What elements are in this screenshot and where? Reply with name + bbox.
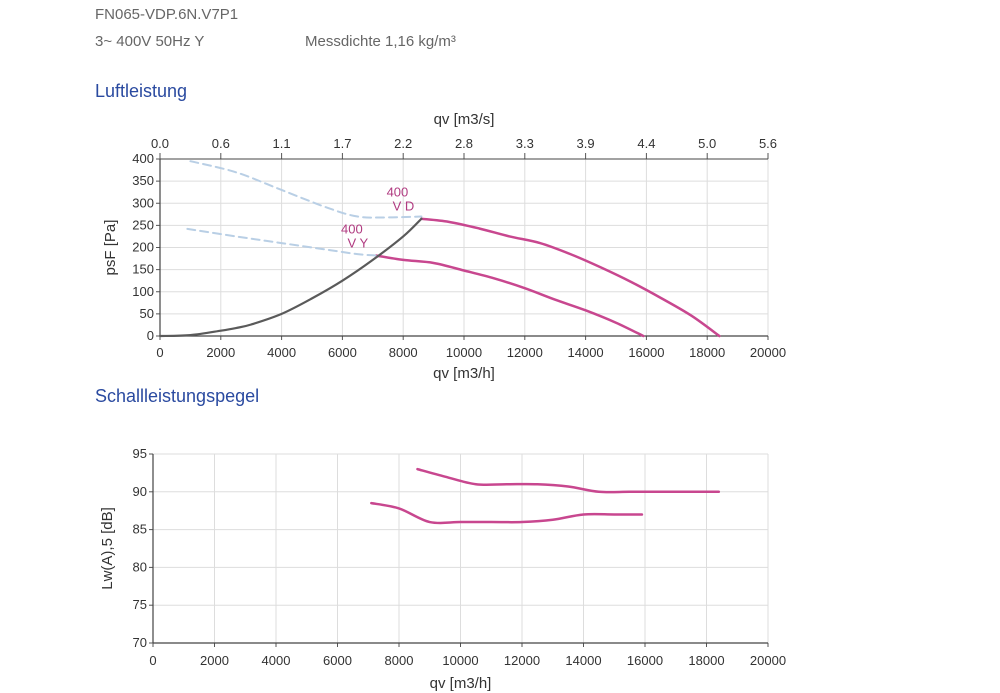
chart1-xtick-label: 10000	[446, 345, 482, 360]
chart2-xtick-label: 2000	[200, 653, 229, 668]
chart1-xtick-label: 6000	[328, 345, 357, 360]
chart1-xtick-label: 12000	[507, 345, 543, 360]
chart1-ytick-label: 350	[132, 173, 154, 188]
section-title-schallleistungspegel: Schallleistungspegel	[95, 386, 260, 406]
chart1-curve-label-bottom: V Y	[347, 235, 368, 250]
chart1-ytick-label: 400	[132, 151, 154, 166]
chart1-xtop-tick-label: 5.0	[698, 136, 716, 151]
chart2-xtick-label: 10000	[442, 653, 478, 668]
chart1-xtick-label: 18000	[689, 345, 725, 360]
chart2-xtick-label: 6000	[323, 653, 352, 668]
chart2-xtick-label: 4000	[262, 653, 291, 668]
chart1-xtick-label: 20000	[750, 345, 786, 360]
chart1-fan-curve-1	[374, 254, 645, 338]
chart2-xtick-label: 0	[149, 653, 156, 668]
chart2-xtick-label: 16000	[627, 653, 663, 668]
chart1-dashed-curve-3	[189, 160, 423, 219]
chart1-xtop-axis-label: qv [m3/s]	[434, 111, 495, 128]
chart2-ytick-label: 95	[133, 446, 147, 461]
chart1-y-axis-label: psF [Pa]	[102, 220, 119, 276]
chart2-x-axis-label: qv [m3/h]	[430, 675, 492, 692]
chart1-xtop-tick-label: 5.6	[759, 136, 777, 151]
chart1-xtop-tick-label: 2.8	[455, 136, 473, 151]
chart1-xtick-label: 14000	[568, 345, 604, 360]
density-spec: Messdichte 1,16 kg/m³	[305, 33, 456, 50]
chart1-system-curve-2	[158, 217, 423, 338]
chart1-xtop-tick-label: 3.3	[516, 136, 534, 151]
chart2-xtick-label: 20000	[750, 653, 786, 668]
chart1-xtick-label: 0	[156, 345, 163, 360]
chart2-xtick-label: 8000	[385, 653, 414, 668]
chart2-ytick-label: 85	[133, 522, 147, 537]
chart2-fan-curve-1	[370, 501, 644, 525]
chart1-xtop-tick-label: 0.6	[212, 136, 230, 151]
chart1-fan-curve-0	[420, 217, 721, 338]
chart1-ytick-label: 50	[140, 306, 154, 321]
chart1-ytick-label: 150	[132, 262, 154, 277]
section-title-luftleistung: Luftleistung	[95, 81, 188, 101]
chart1-ytick-label: 300	[132, 195, 154, 210]
chart1-xtop-tick-label: 1.7	[333, 136, 351, 151]
chart1-x-axis-label: qv [m3/h]	[433, 365, 495, 382]
chart2-xtick-label: 12000	[504, 653, 540, 668]
chart2-ytick-label: 75	[133, 597, 147, 612]
model-name: FN065-VDP.6N.V7P1	[95, 6, 239, 23]
chart1-xtop-tick-label: 1.1	[273, 136, 291, 151]
chart2-ytick-label: 90	[133, 484, 147, 499]
chart1-xtop-tick-label: 4.4	[637, 136, 655, 151]
chart1-ytick-label: 200	[132, 240, 154, 255]
chart1-ytick-label: 250	[132, 217, 154, 232]
chart1-xtick-label: 2000	[206, 345, 235, 360]
supply-spec: 3~ 400V 50Hz Y	[95, 33, 205, 50]
chart2-fan-curve-0	[416, 467, 721, 494]
chart1-curve-label-top: 400	[341, 221, 363, 236]
chart1-ytick-label: 0	[147, 328, 154, 343]
chart2-ytick-label: 70	[133, 635, 147, 650]
chart2-ytick-label: 80	[133, 559, 147, 574]
chart2-xtick-label: 14000	[565, 653, 601, 668]
chart1-xtop-tick-label: 0.0	[151, 136, 169, 151]
chart1-xtick-label: 4000	[267, 345, 296, 360]
chart1-ytick-label: 100	[132, 284, 154, 299]
chart2-xtick-label: 18000	[688, 653, 724, 668]
chart2-y-axis-label: Lw(A),5 [dB]	[99, 507, 116, 590]
chart1-xtop-tick-label: 3.9	[577, 136, 595, 151]
chart1-dashed-curve-4	[186, 227, 377, 257]
chart1-xtop-tick-label: 2.2	[394, 136, 412, 151]
chart1-xtick-label: 16000	[628, 345, 664, 360]
chart1-xtick-label: 8000	[389, 345, 418, 360]
chart1-curve-label-top: 400	[387, 185, 409, 200]
chart1-curve-label-bottom: V D	[393, 199, 415, 214]
